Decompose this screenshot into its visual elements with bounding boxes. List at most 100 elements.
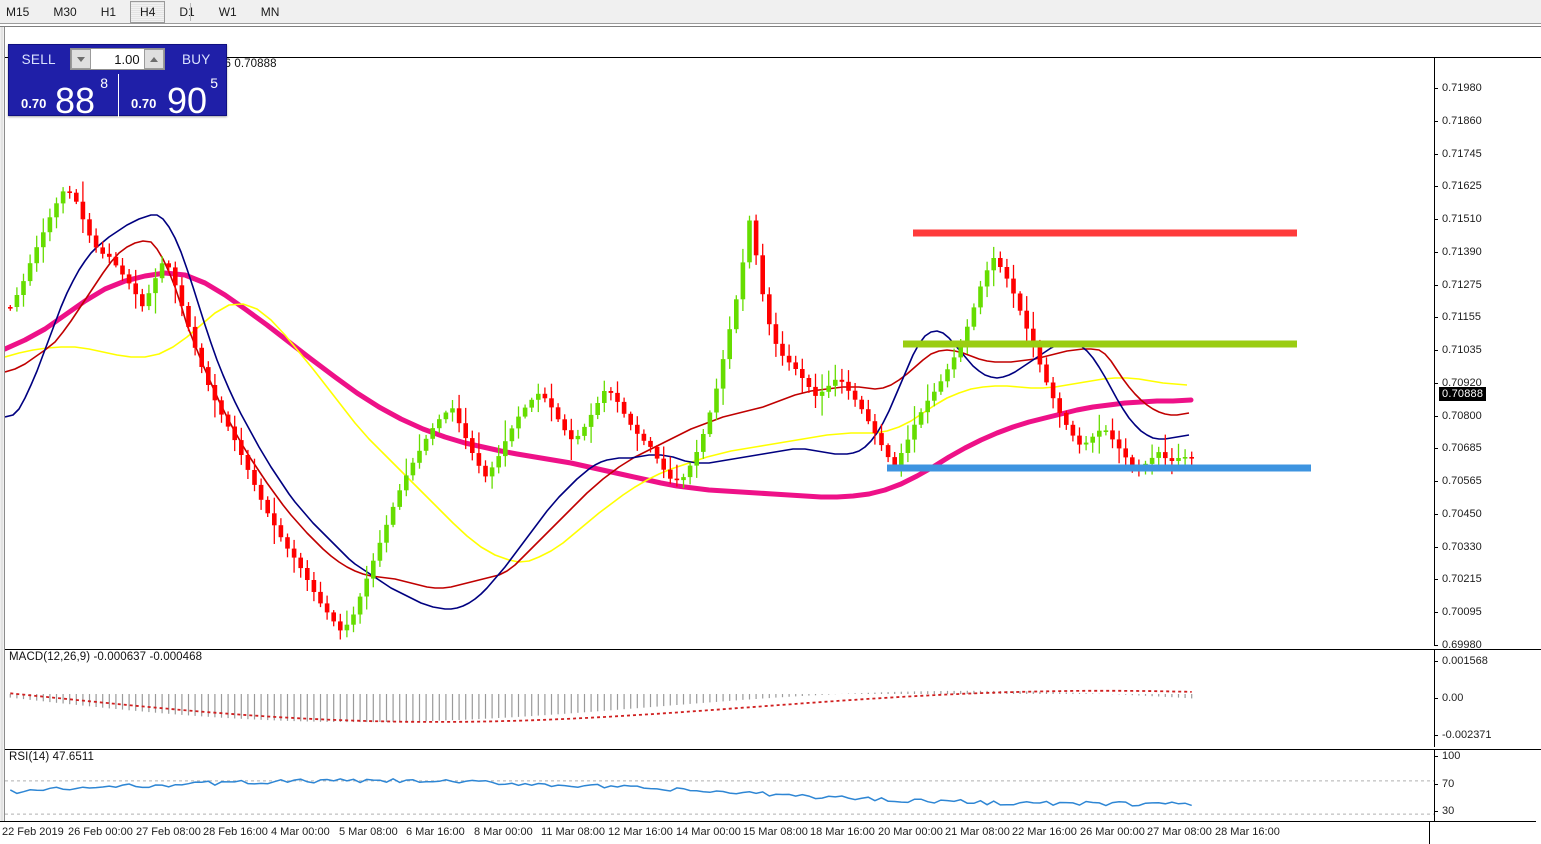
candle-body-bullish [377,542,383,561]
candle-body-bearish [225,414,231,427]
candle-body-bearish [668,469,673,479]
axis-tick-label: 0.70330 [1442,540,1482,553]
candle-body-bullish [522,407,528,417]
axis-tick [1434,783,1438,785]
axis-tick-label: 0.71035 [1442,344,1482,357]
candle-body-bearish [773,324,779,344]
axis-tick-label: 100 [1442,750,1461,762]
candle-body-bullish [1156,452,1161,458]
time-axis-label: 22 Feb 2019 [2,826,64,838]
sell-price-prefix: 0.70 [21,96,47,111]
timeframe-button-h4[interactable]: H4 [130,1,166,23]
candle-body-bearish [252,470,257,485]
candle-body-bullish [529,399,534,408]
candle-body-bullish [938,381,944,392]
candle-body-bullish [932,391,937,401]
timeframe-button-m15[interactable]: M15 [6,5,30,19]
buy-button[interactable]: BUY [181,51,211,67]
candle-body-bullish [1090,436,1095,443]
candle-body-bearish [1110,430,1115,440]
macd-indicator-panel[interactable]: MACD(12,26,9) -0.000637 -0.000468 0.0015… [5,649,1541,747]
candle-body-bearish [232,426,237,441]
candle-body-bearish [192,326,198,348]
one-click-trading-panel[interactable]: SELL 1.00 BUY 0.70 88 8 0.70 90 5 [8,44,228,119]
candle-body-bullish [34,247,39,264]
candle-body-bearish [305,568,310,580]
volume-decrement-button[interactable] [71,49,92,69]
candle-body-bearish [265,499,270,514]
timeframe-button-mn[interactable]: MN [260,5,280,19]
candle-body-bearish [113,256,119,266]
candle-body-bearish [549,398,554,408]
axis-tick [1434,811,1438,813]
candle-body-bearish [278,525,284,538]
axis-tick [1434,612,1438,614]
axis-tick [1434,219,1438,221]
sell-price-quote[interactable]: 0.70 88 8 [9,73,118,119]
volume-input[interactable]: 1.00 [114,51,140,67]
candle-body-bearish [846,381,851,391]
axis-tick [1434,756,1438,757]
candle-body-bearish [186,306,191,327]
timeframe-button-w1[interactable]: W1 [218,5,237,19]
candle-body-bearish [258,484,264,500]
rsi-plot-area[interactable] [5,749,1434,844]
price-plot-area[interactable] [5,57,1434,646]
sell-price-fraction: 8 [100,75,108,91]
timeframe-button-d1[interactable]: D1 [179,5,195,19]
candle-body-bearish [1189,457,1194,459]
candle-body-bullish [701,434,706,452]
candle-body-bullish [496,456,501,468]
panel-top-border [5,57,1541,58]
candle-body-bullish [489,467,495,477]
candle-body-bearish [654,446,660,459]
candle-body-bearish [1130,457,1135,467]
price-chart-panel[interactable]: AUDUSD,H4 0.70852 0.70900 0.70736 0.7088… [5,57,1541,651]
candle-body-bearish [74,192,79,202]
trade-panel-header: SELL 1.00 BUY [9,45,226,73]
axis-tick [1434,579,1438,581]
ma-darkred-line [5,240,1190,589]
time-axis-label: 18 Mar 16:00 [810,826,875,838]
candle-body-bearish [1169,458,1175,461]
axis-tick-label: 0.71390 [1442,245,1482,258]
candle-body-bearish [813,386,818,396]
volume-input-group[interactable]: 1.00 [70,48,165,70]
candle-body-bearish [239,440,244,455]
level-lines-overlay[interactable] [5,57,1434,646]
rsi-line [9,777,1192,807]
candle-body-bullish [417,450,422,463]
volume-increment-button[interactable] [143,49,164,69]
axis-tick-label: 0.70095 [1442,606,1482,619]
candlestick-series[interactable] [5,57,1434,646]
toolbar-separator [190,3,191,21]
ma-navy-line [5,214,1190,610]
candle-body-bearish [206,367,211,385]
candle-body-bullish [364,578,369,597]
time-axis-right-edge [1429,822,1430,844]
candle-body-bearish [562,419,567,431]
axis-tick [1434,546,1438,548]
candle-body-bullish [21,281,26,295]
macd-scale: 0.001568 0.00 -0.002371 [1434,649,1541,747]
candle-body-bullish [747,220,752,263]
timeframe-button-h1[interactable]: H1 [100,5,117,19]
candle-body-bearish [806,378,812,387]
candle-body-bullish [833,379,838,386]
time-axis-label: 8 Mar 00:00 [474,826,533,838]
candle-body-bearish [1070,424,1076,436]
axis-tick [1434,317,1438,319]
axis-tick [1434,251,1438,253]
axis-tick-label: 0.71625 [1442,180,1482,193]
sell-button[interactable]: SELL [21,51,56,67]
window-left-gutter [0,27,5,844]
buy-price-quote[interactable]: 0.70 90 5 [119,73,228,119]
timeframe-button-m30[interactable]: M30 [53,5,77,19]
candle-body-bullish [351,614,356,625]
axis-tick-label: 0.001568 [1442,655,1488,667]
candle-body-bullish [153,278,158,294]
price-scale[interactable]: 0.71980 0.71860 0.71745 0.71625 0.71510 0.713… [1434,57,1541,651]
candle-body-bearish [483,465,488,477]
macd-plot-area[interactable] [5,649,1434,747]
